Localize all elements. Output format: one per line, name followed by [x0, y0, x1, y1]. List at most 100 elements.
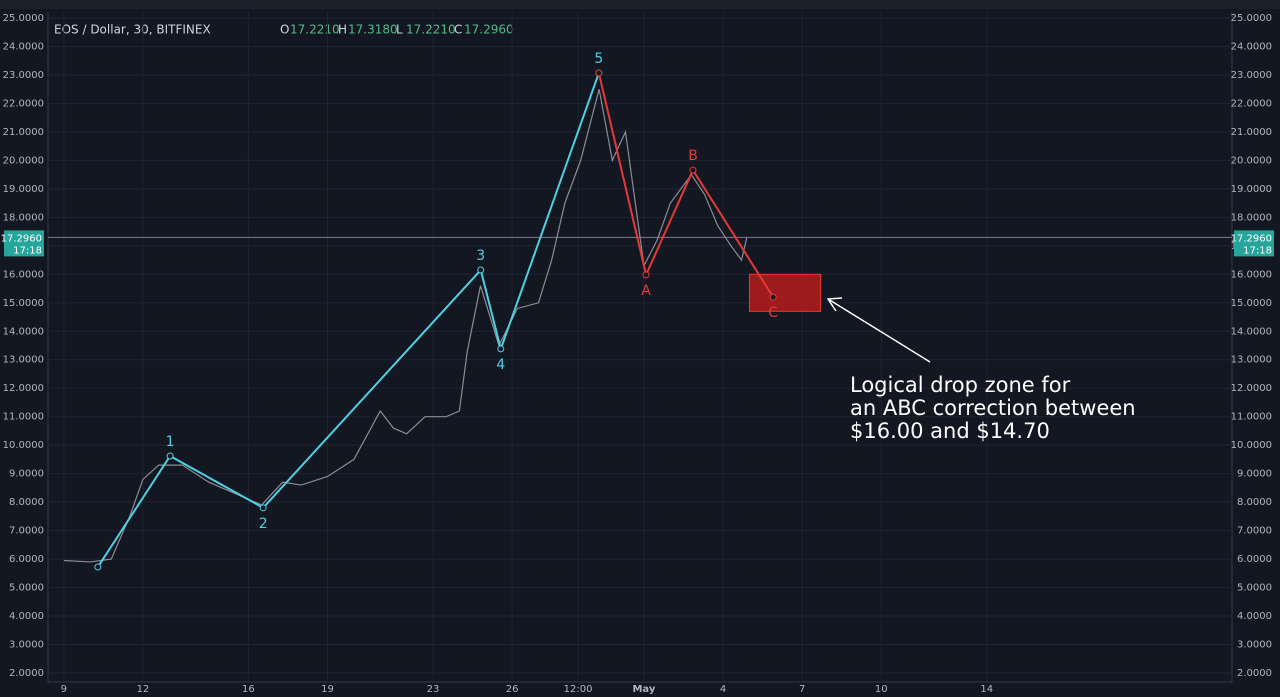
- x-tick-label: 12:00: [564, 684, 593, 695]
- price-tag-label: 17.2960: [1231, 233, 1272, 244]
- y-tick-label: 24.0000: [1231, 41, 1272, 52]
- ohlc-key: L: [396, 23, 403, 37]
- y-tick-label: 9.0000: [1237, 469, 1272, 480]
- y-tick-label: 19.0000: [1231, 184, 1272, 195]
- series-line: [597, 72, 775, 298]
- wave-label: 5: [594, 51, 603, 67]
- y-tick-label: 18.0000: [1231, 212, 1272, 223]
- x-tick-label: 16: [242, 684, 255, 695]
- y-tick-label: 5.0000: [9, 583, 44, 594]
- x-tick-label: 26: [506, 684, 519, 695]
- y-tick-label: 9.0000: [9, 469, 44, 480]
- y-tick-label: 23.0000: [1231, 70, 1272, 81]
- y-tick-label: 22.0000: [3, 98, 44, 109]
- ohlc-key: O: [280, 23, 289, 37]
- wave-label: B: [688, 148, 698, 164]
- countdown-label: 17:18: [1243, 245, 1272, 256]
- x-tick-label: 12: [137, 684, 150, 695]
- wave-label: A: [641, 283, 651, 299]
- y-tick-label: 14.0000: [3, 326, 44, 337]
- y-tick-label: 11.0000: [1231, 412, 1272, 423]
- y-tick-label: 15.0000: [3, 298, 44, 309]
- y-tick-label: 21.0000: [1231, 127, 1272, 138]
- y-tick-label: 4.0000: [1237, 611, 1272, 622]
- y-tick-label: 12.0000: [1231, 383, 1272, 394]
- wave-label: C: [768, 305, 778, 321]
- wave-label: 2: [259, 516, 268, 532]
- y-tick-label: 16.0000: [1231, 269, 1272, 280]
- x-tick-label: 23: [427, 684, 440, 695]
- x-tick-label: 10: [875, 684, 888, 695]
- symbol[interactable]: EOS / Dollar, 30, BITFINEX: [54, 23, 211, 37]
- wave-point: [259, 504, 267, 512]
- wave-label: 3: [476, 248, 485, 264]
- y-tick-label: 7.0000: [9, 526, 44, 537]
- series-line: [63, 89, 748, 563]
- legend-header: EOS / Dollar, 30, BITFINEX: [54, 23, 211, 37]
- y-tick-label: 10.0000: [3, 440, 44, 451]
- y-tick-label: 12.0000: [3, 383, 44, 394]
- x-tick-label: 9: [61, 684, 67, 695]
- wave-label: 4: [496, 357, 505, 373]
- ohlc-value: 17.2210: [406, 23, 456, 37]
- y-tick-label: 21.0000: [3, 127, 44, 138]
- y-tick-label: 2.0000: [9, 668, 44, 679]
- ohlc-value: 17.3180: [348, 23, 398, 37]
- y-tick-label: 11.0000: [3, 412, 44, 423]
- wave-point: [595, 69, 603, 77]
- ohlc-value: 17.2960: [464, 23, 514, 37]
- wave-point: [689, 166, 697, 174]
- y-tick-label: 20.0000: [3, 155, 44, 166]
- y-tick-label: 23.0000: [3, 70, 44, 81]
- ohlc-value: 17.2210: [290, 23, 340, 37]
- annotation: an ABC correction between: [850, 396, 1136, 420]
- annotation: Logical drop zone for: [850, 373, 1071, 397]
- y-tick-label: 16.0000: [3, 269, 44, 280]
- wave-point: [497, 345, 505, 353]
- y-tick-label: 14.0000: [1231, 326, 1272, 337]
- wave-point: [642, 271, 650, 279]
- ohlc-key: H: [338, 23, 347, 37]
- y-tick-label: 3.0000: [9, 640, 44, 651]
- price-tag: [4, 230, 44, 257]
- y-tick-label: 24.0000: [3, 41, 44, 52]
- y-tick-label: 6.0000: [9, 554, 44, 565]
- y-tick-label: 3.0000: [1237, 640, 1272, 651]
- y-tick-label: 6.0000: [1237, 554, 1272, 565]
- right-axis-pane: [1232, 12, 1280, 682]
- wave-point: [769, 293, 777, 301]
- wave-label: 1: [166, 434, 175, 450]
- wave-point: [477, 266, 485, 274]
- toolbar: [0, 0, 1280, 9]
- y-tick-label: 20.0000: [1231, 155, 1272, 166]
- price-tag: [1234, 230, 1274, 257]
- drop-zone: [748, 273, 822, 312]
- y-tick-label: 13.0000: [3, 355, 44, 366]
- y-tick-label: 25.0000: [3, 13, 44, 24]
- price-tag-label: 17.2960: [1, 233, 42, 244]
- x-tick-label: May: [632, 684, 655, 695]
- wave-point: [94, 563, 102, 571]
- annotation: $16.00 and $14.70: [850, 419, 1050, 443]
- x-tick-label: 4: [720, 684, 726, 695]
- y-tick-label: 8.0000: [9, 497, 44, 508]
- y-tick-label: 7.0000: [1237, 526, 1272, 537]
- y-tick-label: 5.0000: [1237, 583, 1272, 594]
- y-tick-label: 19.0000: [3, 184, 44, 195]
- series-line: [97, 72, 600, 568]
- y-tick-label: 25.0000: [1231, 13, 1272, 24]
- x-tick-label: 7: [799, 684, 805, 695]
- y-tick-label: 15.0000: [1231, 298, 1272, 309]
- x-tick-label: 14: [980, 684, 993, 695]
- y-tick-label: 13.0000: [1231, 355, 1272, 366]
- annotation-arrow: [827, 298, 931, 363]
- y-tick-label: 18.0000: [3, 212, 44, 223]
- wave-point: [166, 452, 174, 460]
- ohlc-key: C: [454, 23, 462, 37]
- y-tick-label: 22.0000: [1231, 98, 1272, 109]
- annotation-arrowhead: [826, 297, 843, 312]
- y-tick-label: 8.0000: [1237, 497, 1272, 508]
- y-tick-label: 4.0000: [9, 611, 44, 622]
